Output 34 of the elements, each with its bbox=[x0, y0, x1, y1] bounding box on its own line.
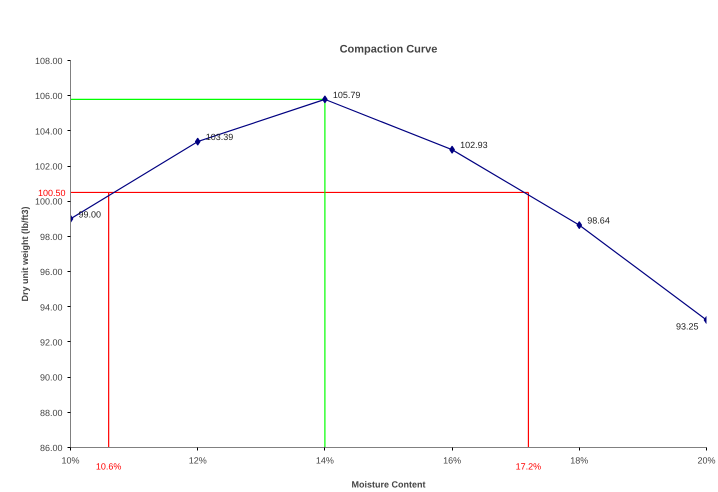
point bbox=[576, 221, 582, 230]
data-label: 102.93 bbox=[460, 140, 488, 150]
x-tick-label: 10% bbox=[61, 456, 80, 466]
data-label: 105.79 bbox=[332, 90, 360, 100]
data-label: 98.64 bbox=[587, 216, 610, 226]
x-tick-label: 12% bbox=[188, 456, 207, 466]
x-tick-label: 16% bbox=[443, 456, 462, 466]
ref-line-label: 17.2% bbox=[516, 462, 542, 472]
point bbox=[449, 146, 455, 154]
x-tick-label: 18% bbox=[570, 456, 588, 466]
y-tick-label: 100.00 bbox=[34, 196, 63, 207]
ref-line-label: 100.50 bbox=[38, 188, 66, 198]
point bbox=[322, 95, 328, 104]
y-tick-label: 90.00 bbox=[40, 372, 63, 383]
y-tick-label: 98.00 bbox=[40, 232, 63, 242]
point bbox=[194, 138, 201, 146]
y-tick-label: 94.00 bbox=[40, 302, 63, 312]
y-tick-label: 86.00 bbox=[40, 443, 63, 453]
x-tick-label: 14% bbox=[316, 456, 334, 466]
x-tick-label: 20% bbox=[697, 456, 716, 466]
y-axis-title: Dry unit weight (lb/ft3) bbox=[20, 206, 30, 302]
y-tick-label: 104.00 bbox=[34, 126, 63, 136]
y-tick-label: 102.00 bbox=[34, 162, 63, 172]
ref-line-label: 10.6% bbox=[96, 462, 122, 472]
x-axis-title: Moisture Content bbox=[352, 480, 426, 490]
y-tick-label: 108.00 bbox=[34, 56, 63, 66]
chart-title: Compaction Curve bbox=[340, 44, 438, 56]
data-label: 103.39 bbox=[206, 132, 234, 142]
data-label: 99.00 bbox=[78, 209, 102, 220]
y-tick-label: 92.00 bbox=[40, 337, 63, 348]
y-tick-label: 96.00 bbox=[40, 267, 63, 278]
data-label: 93.25 bbox=[676, 321, 699, 332]
y-tick-label: 88.00 bbox=[40, 408, 63, 418]
y-tick-label: 106.00 bbox=[34, 91, 63, 102]
